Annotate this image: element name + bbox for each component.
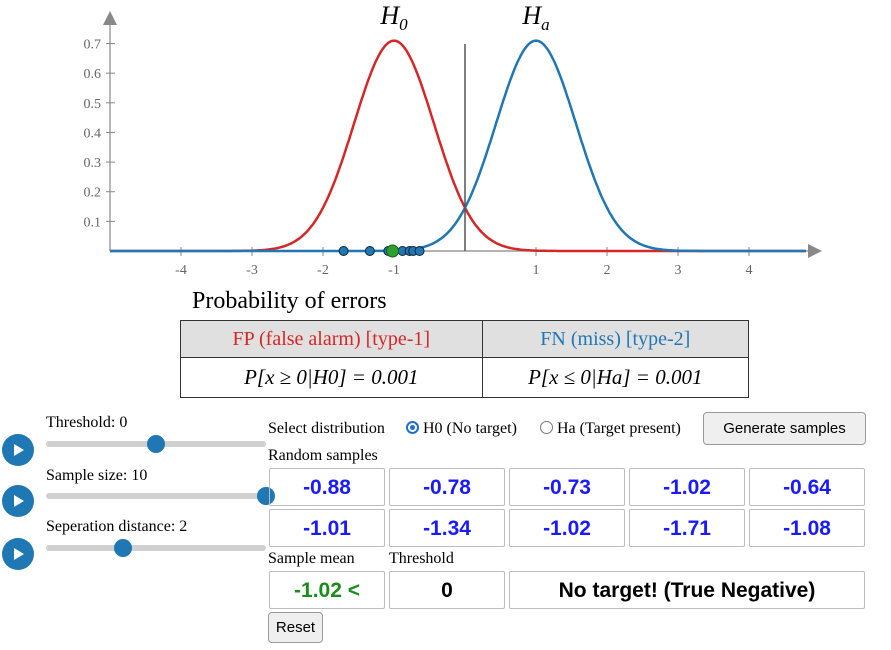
fp-formula: P[x ≥ 0|H0] = 0.001	[180, 357, 483, 398]
sample-size-play-button[interactable]	[2, 485, 34, 517]
x-tick-label: -1	[388, 263, 400, 278]
y-tick-label: 0.2	[84, 186, 102, 201]
threshold-play-button[interactable]	[2, 434, 34, 466]
threshold-control: Threshold: 0	[0, 414, 268, 466]
errors-title: Probability of errors	[192, 288, 387, 314]
sample-mean-value: -1.02 <	[269, 571, 385, 609]
sample-cell: -0.88	[269, 468, 385, 506]
y-tick-label: 0.7	[84, 38, 102, 53]
radio-ha-indicator[interactable]	[540, 420, 553, 434]
ha-label: Ha	[521, 1, 549, 34]
sample-point	[364, 246, 375, 256]
sample-size-label: Sample size: 10	[46, 467, 148, 484]
threshold-label: Threshold: 0	[46, 414, 128, 431]
x-tick-label: 1	[533, 263, 540, 278]
ha-curve	[110, 39, 806, 253]
fn-header: FN (miss) [type-2]	[481, 320, 750, 358]
random-samples-label: Random samples	[268, 447, 378, 464]
threshold-slider[interactable]	[46, 435, 266, 453]
separation-slider-thumb[interactable]	[114, 539, 132, 557]
x-tick-label: -4	[175, 263, 187, 278]
sample-size-slider[interactable]	[46, 487, 275, 505]
sample-cell: -0.78	[389, 468, 505, 506]
sample-point	[414, 246, 425, 256]
sample-point	[338, 246, 349, 256]
fp-header: FP (false alarm) [type-1]	[180, 320, 483, 358]
threshold-column-label: Threshold	[389, 550, 454, 567]
sample-mean-label: Sample mean	[268, 550, 355, 567]
x-tick-label: 4	[746, 263, 753, 278]
radio-ha-label: Ha (Target present)	[557, 420, 681, 437]
x-axis-arrow	[808, 244, 822, 258]
x-tick-label: -3	[246, 263, 258, 278]
radio-h0-label: H0 (No target)	[423, 420, 517, 437]
y-tick-label: 0.6	[84, 67, 102, 82]
sample-cell: -1.02	[509, 509, 625, 547]
y-axis: 0.1 0.2 0.3 0.4 0.5 0.6 0.7	[84, 11, 117, 251]
y-tick-label: 0.3	[84, 156, 102, 171]
radio-h0[interactable]: H0 (No target)	[406, 420, 517, 438]
radio-h0-indicator[interactable]	[406, 420, 419, 434]
errors-table: FP (false alarm) [type-1] FN (miss) [typ…	[180, 320, 750, 398]
sample-cell: -0.73	[509, 468, 625, 506]
x-axis: -4 -3 -2 -1 1 2 3 4	[110, 244, 822, 278]
sample-cell: -1.08	[749, 509, 865, 547]
threshold-slider-thumb[interactable]	[147, 435, 165, 453]
x-tick-label: -2	[317, 263, 329, 278]
sample-cell: -0.64	[749, 468, 865, 506]
y-axis-arrow	[103, 11, 117, 25]
sample-cell: -1.34	[389, 509, 505, 547]
reset-button[interactable]: Reset	[268, 612, 323, 643]
sample-size-slider-thumb[interactable]	[257, 487, 275, 505]
y-tick-label: 0.4	[84, 126, 102, 141]
x-tick-label: 2	[604, 263, 611, 278]
threshold-value: 0	[389, 571, 505, 609]
sample-cell: -1.01	[269, 509, 385, 547]
sample-mean-point	[386, 244, 400, 258]
generate-samples-button[interactable]: Generate samples	[703, 412, 866, 445]
separation-play-button[interactable]	[2, 538, 34, 570]
sample-size-control: Sample size: 10	[0, 466, 275, 518]
separation-control: Seperation distance: 2	[0, 518, 268, 570]
select-distribution-label: Select distribution	[268, 420, 385, 437]
separation-slider[interactable]	[46, 539, 266, 557]
radio-ha[interactable]: Ha (Target present)	[540, 420, 681, 438]
separation-label: Seperation distance: 2	[46, 518, 188, 535]
verdict: No target! (True Negative)	[509, 571, 865, 609]
x-tick-label: 3	[675, 263, 682, 278]
distribution-plot: 0.1 0.2 0.3 0.4 0.5 0.6 0.7 -4 -3 -2 -1 1 2 3 4 H0 Ha	[84, 1, 822, 278]
fn-formula: P[x ≤ 0|Ha] = 0.001	[481, 357, 750, 398]
y-tick-label: 0.5	[84, 97, 102, 112]
h0-label: H0	[379, 1, 408, 34]
y-tick-label: 0.1	[84, 215, 102, 230]
sample-points	[338, 244, 425, 258]
sample-cell: -1.71	[629, 509, 745, 547]
sample-cell: -1.02	[629, 468, 745, 506]
